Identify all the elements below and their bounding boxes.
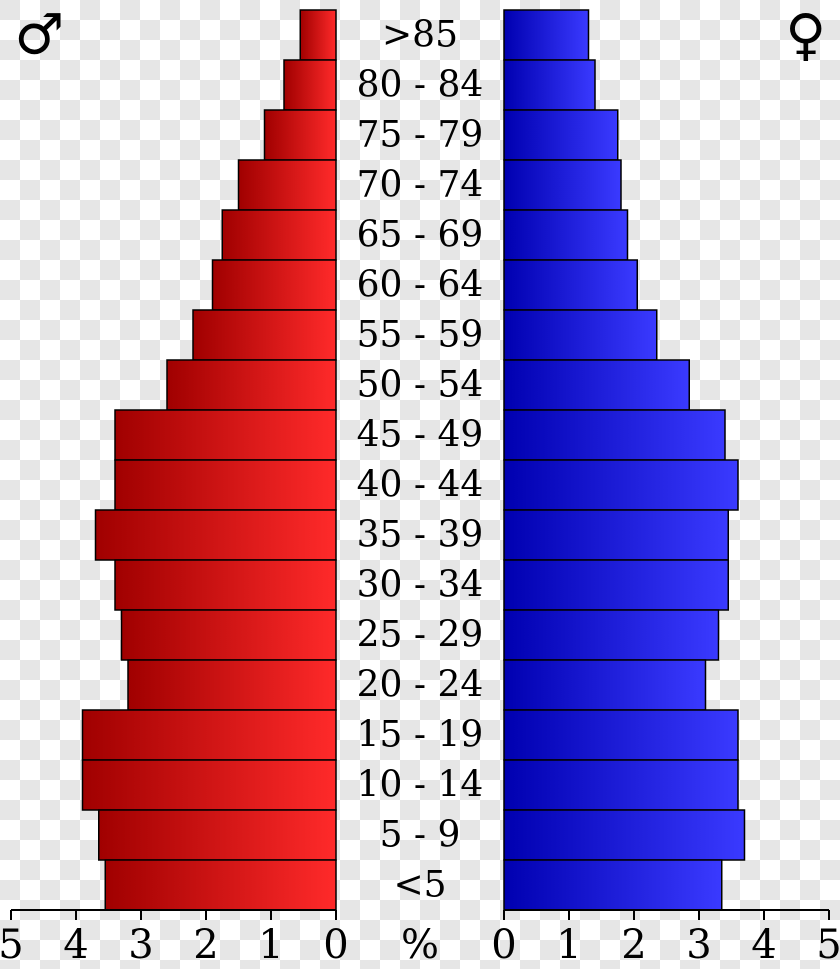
female-bar [504, 410, 725, 460]
female-bar [504, 460, 738, 510]
age-label: 40 - 44 [357, 465, 484, 506]
female-bar [504, 710, 738, 760]
age-label: 80 - 84 [357, 65, 484, 106]
male-bar [83, 710, 337, 760]
male-bar [105, 860, 336, 910]
age-label: 25 - 29 [357, 615, 484, 656]
age-label: 45 - 49 [357, 415, 484, 456]
male-bar [193, 310, 336, 360]
x-tick-label: 0 [323, 922, 348, 968]
male-bar [96, 510, 337, 560]
male-bar [115, 560, 336, 610]
x-axis-unit-label: % [401, 922, 439, 968]
female-bar [504, 810, 745, 860]
x-tick-label: 5 [816, 922, 840, 968]
female-bar [504, 760, 738, 810]
female-bar [504, 10, 589, 60]
female-bar [504, 210, 628, 260]
x-tick-label: 1 [556, 922, 581, 968]
male-bar [115, 410, 336, 460]
male-bar [128, 660, 336, 710]
female-bar [504, 610, 719, 660]
age-label: <5 [393, 865, 446, 906]
female-bar [504, 860, 722, 910]
male-bar [167, 360, 336, 410]
x-tick-label: 3 [686, 922, 711, 968]
male-bar [265, 110, 337, 160]
male-bar [222, 210, 336, 260]
x-tick-label: 4 [751, 922, 776, 968]
male-bar [213, 260, 337, 310]
age-label: >85 [382, 15, 458, 56]
male-icon: ♂ [14, 3, 64, 68]
x-tick-label: 3 [128, 922, 153, 968]
female-bar [504, 510, 728, 560]
female-bar [504, 360, 689, 410]
x-tick-label: 4 [63, 922, 88, 968]
male-bar [99, 810, 336, 860]
age-label: 10 - 14 [357, 765, 484, 806]
female-bar [504, 660, 706, 710]
female-icon: ♀ [785, 3, 826, 68]
age-label: 20 - 24 [357, 665, 484, 706]
male-bar [239, 160, 337, 210]
male-bar [284, 60, 336, 110]
x-tick-label: 1 [258, 922, 283, 968]
age-label: 70 - 74 [357, 165, 484, 206]
x-tick-label: 5 [0, 922, 24, 968]
female-bar [504, 260, 637, 310]
x-tick-label: 2 [193, 922, 218, 968]
male-bar [122, 610, 337, 660]
age-label: 55 - 59 [357, 315, 484, 356]
female-bar [504, 560, 728, 610]
x-tick-label: 2 [621, 922, 646, 968]
male-bar [83, 760, 337, 810]
age-label: 50 - 54 [357, 365, 484, 406]
female-bar [504, 160, 621, 210]
female-bar [504, 110, 618, 160]
age-label: 60 - 64 [357, 265, 484, 306]
female-bar [504, 60, 595, 110]
female-bar [504, 310, 657, 360]
age-label: 5 - 9 [380, 815, 461, 856]
age-label: 15 - 19 [357, 715, 484, 756]
age-label: 30 - 34 [357, 565, 484, 606]
age-label: 65 - 69 [357, 215, 484, 256]
male-bar [300, 10, 336, 60]
age-label: 75 - 79 [357, 115, 484, 156]
x-tick-label: 0 [491, 922, 516, 968]
male-bar [115, 460, 336, 510]
age-label: 35 - 39 [357, 515, 484, 556]
population-pyramid-chart: >8580 - 8475 - 7970 - 7465 - 6960 - 6455… [0, 0, 840, 969]
